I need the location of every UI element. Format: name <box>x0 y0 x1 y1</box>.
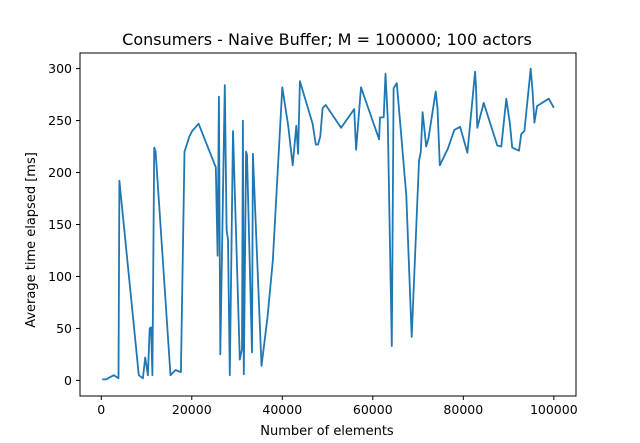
y-axis-label: Average time elapsed [ms] <box>24 152 39 328</box>
plot-frame <box>79 52 577 397</box>
x-tick-label: 40000 <box>262 402 302 417</box>
y-tick-label: 0 <box>64 373 72 388</box>
y-tick-label: 200 <box>48 165 72 180</box>
y-axis-ticks: 0 50 100 150 200 250 300 <box>48 61 80 388</box>
x-tick-label: 0 <box>97 402 105 417</box>
series-layer <box>102 67 555 381</box>
y-tick-label: 150 <box>48 217 72 232</box>
y-tick-label: 50 <box>56 321 72 336</box>
y-tick-label: 250 <box>48 113 72 128</box>
x-tick-label: 60000 <box>353 402 393 417</box>
y-tick-label: 300 <box>48 61 72 76</box>
x-tick-label: 80000 <box>443 402 483 417</box>
x-axis-ticks: 0 20000 40000 60000 80000 100000 <box>97 396 578 417</box>
plot-area: 0 20000 40000 60000 80000 100000 0 50 100 150 200… <box>48 52 578 417</box>
x-tick-label: 20000 <box>172 402 212 417</box>
series-line <box>102 67 555 381</box>
x-axis-label: Number of elements <box>260 424 394 439</box>
x-tick-label: 100000 <box>530 402 578 417</box>
chart-title: Consumers - Naive Buffer; M = 100000; 10… <box>122 30 532 49</box>
y-tick-label: 100 <box>48 269 72 284</box>
